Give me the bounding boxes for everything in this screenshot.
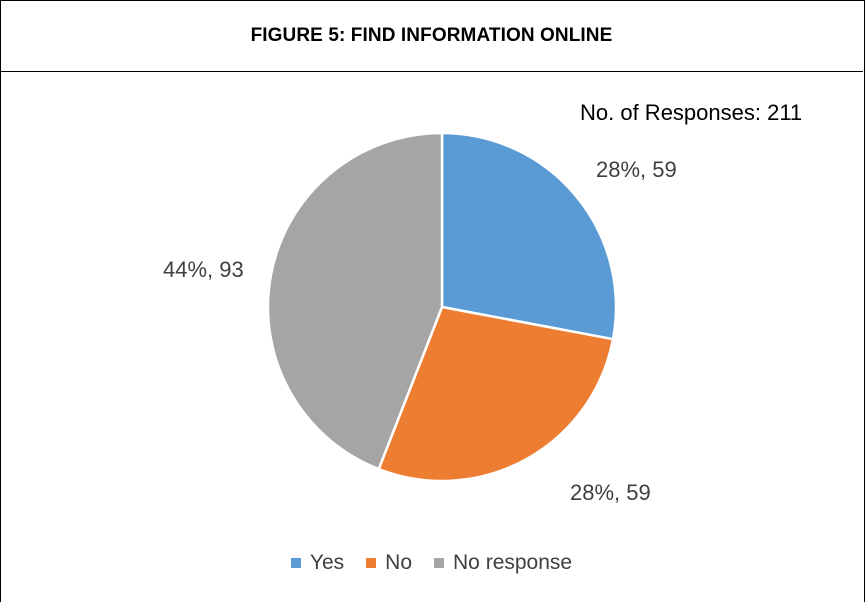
pie-slice-no (377, 305, 615, 483)
chart-title: FIGURE 5: FIND INFORMATION ONLINE (250, 24, 613, 46)
legend-item-yes: Yes (290, 551, 345, 575)
legend-swatch-yes (290, 558, 301, 568)
legend-item-no-response: No response (434, 551, 572, 575)
pie-slice-yes (440, 131, 618, 341)
responses-count-note: No. of Responses: 211 (580, 100, 803, 125)
chart-legend: Yes No No response (0, 551, 863, 575)
data-label-yes: 28%, 59 (596, 157, 677, 182)
data-label-no-response: 44%, 93 (163, 257, 244, 282)
pie-slice-no-response (266, 131, 444, 471)
data-label-no: 28%, 59 (570, 480, 651, 505)
chart-title-bar: FIGURE 5: FIND INFORMATION ONLINE (0, 0, 863, 72)
legend-label-no: No (385, 551, 413, 574)
legend-label-no-response: No response (453, 551, 573, 574)
legend-item-no: No (366, 551, 412, 575)
legend-label-yes: Yes (309, 551, 345, 574)
legend-swatch-no (366, 558, 377, 568)
legend-swatch-no-response (434, 558, 445, 568)
